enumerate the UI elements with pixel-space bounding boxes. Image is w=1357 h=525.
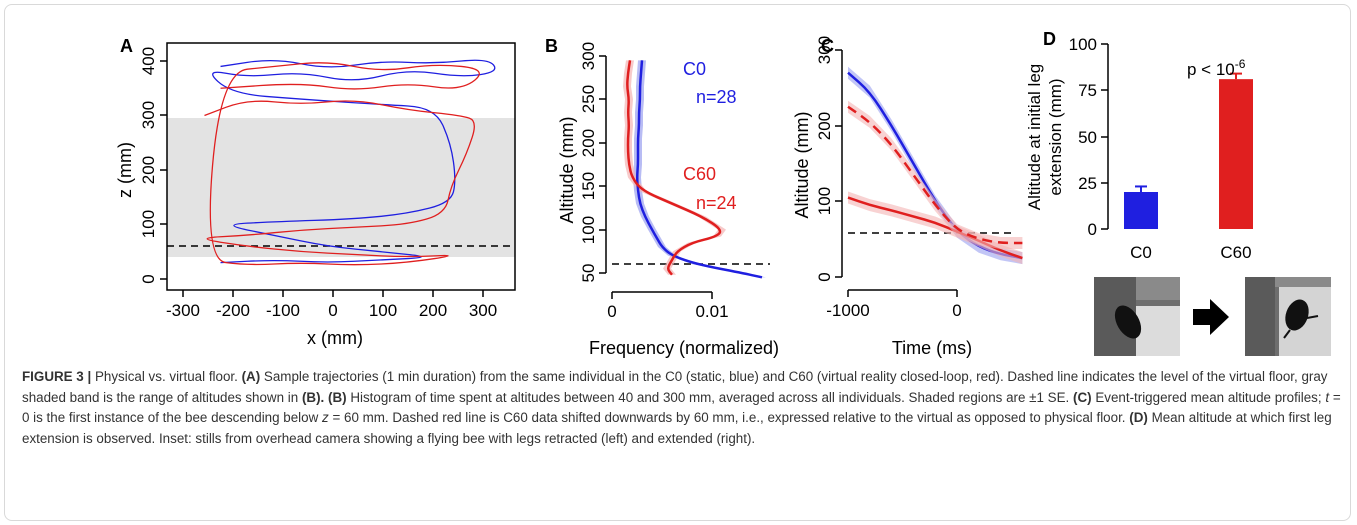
caption-text-a: Sample trajectories (1 min duration) fro… [22,369,1328,405]
d-pvalue: p < 10-6 [1187,57,1246,79]
a-ytick-100: 100 [139,210,158,238]
caption-text-d: Mean altitude at which first leg extensi… [22,410,1332,446]
c-xtick: 0 [952,301,961,320]
d-ylabel-line2: extension (mm) [1046,78,1065,195]
se-band-c [848,66,1023,265]
a-ylabel: z (mm) [115,142,135,198]
figure-frame [4,4,1351,521]
caption-ref-c: (C) [1073,389,1092,405]
d-ytick: 100 [1069,35,1097,54]
b-ytick: 300 [579,42,598,70]
b-ytick: 250 [579,85,598,113]
a-ytick-400: 400 [139,47,158,75]
panel-label-d: D [1043,29,1056,49]
b-ytick: 200 [579,129,598,157]
c-ytick: 0 [815,272,834,281]
histogram-b [623,60,766,279]
c-ytick: 300 [815,36,834,64]
b-xtick: 0.01 [695,302,728,321]
trajectory-c0 [212,59,496,264]
c-xlabel: Time (ms) [892,338,972,358]
a-ytick-0: 0 [139,274,158,283]
caption-text-b: Histogram of time spent at altitudes bet… [350,389,1070,405]
caption-text-c1: Event-triggered mean altitude profiles; [1095,389,1322,405]
b-ytick: 50 [579,264,598,283]
figure-panels: A 0 100 200 300 400 -300 -200 -100 0 100… [115,29,1331,358]
caption-ref-b: (B) [327,389,347,405]
b-ytick: 100 [579,216,598,244]
d-ytick: 25 [1078,174,1097,193]
panel-label-c: C [821,36,834,56]
caption-var-z: z [322,410,329,426]
caption-text-c2: = 0 is the first instance of the bee des… [22,389,1341,426]
b-legend-c0: C0 [683,59,706,79]
plot-frame-a [166,42,516,291]
caption-var-t: t [1325,389,1330,405]
profile-c0 [847,71,1023,260]
c-ylabel: Altitude (mm) [792,111,812,218]
b-xtick: 0 [607,302,616,321]
a-xtick: 0 [328,301,337,320]
d-ytick: 75 [1078,81,1097,100]
a-xtick: -300 [166,301,200,320]
caption-title: Physical vs. virtual floor. [94,369,238,384]
trajectory-c60 [204,62,480,266]
a-xtick: 300 [469,301,497,320]
histogram-c60 [626,60,722,276]
a-xtick: -200 [216,301,250,320]
profiles-c [847,66,1023,265]
b-ylabel: Altitude (mm) [557,116,577,223]
panel-label-b: B [545,36,558,56]
caption-text-c3: = 60 mm. Dashed red line is C60 data shi… [332,410,1126,426]
caption-ref-d: (D) [1129,410,1148,426]
bars-d [1124,72,1253,230]
trajectories-a [204,59,496,266]
d-ylabel-line1: Altitude at initial leg [1025,64,1044,210]
d-ytick: 50 [1078,128,1097,147]
panel-label-a: A [120,36,133,56]
bar-c60 [1219,79,1253,230]
profile-c60-shifted [847,105,1023,245]
a-xtick: 100 [369,301,397,320]
a-xlabel: x (mm) [307,328,363,348]
b-legend-n28: n=28 [696,87,737,107]
inset-still-retracted [1094,277,1180,356]
histogram-c0 [636,60,763,279]
c-xtick: -1000 [826,301,869,320]
b-legend-c60: C60 [683,164,716,184]
b-xlabel: Frequency (normalized) [589,338,779,358]
bar-c0 [1124,192,1158,229]
inset-still-extended [1245,277,1331,356]
a-ytick-200: 200 [139,156,158,184]
d-category-c60: C60 [1220,243,1251,262]
caption-ref-a: (A) [241,369,261,384]
c-ytick: 100 [815,187,834,215]
d-ytick: 0 [1088,220,1097,239]
c-ytick: 200 [815,112,834,140]
caption-label: FIGURE 3 | [22,369,92,384]
a-ytick-300: 300 [139,101,158,129]
a-xtick: 200 [419,301,447,320]
se-band-c [848,100,1023,249]
shaded-band [167,118,515,257]
b-ytick: 150 [579,172,598,200]
b-legend-n24: n=24 [696,193,737,213]
caption-ref-b-inline: (B). [301,389,325,405]
d-category-c0: C0 [1130,243,1152,262]
figure-caption: FIGURE 3 | Physical vs. virtual floor. (… [22,367,1342,449]
arrow-icon [1193,299,1229,335]
a-xtick: -100 [266,301,300,320]
